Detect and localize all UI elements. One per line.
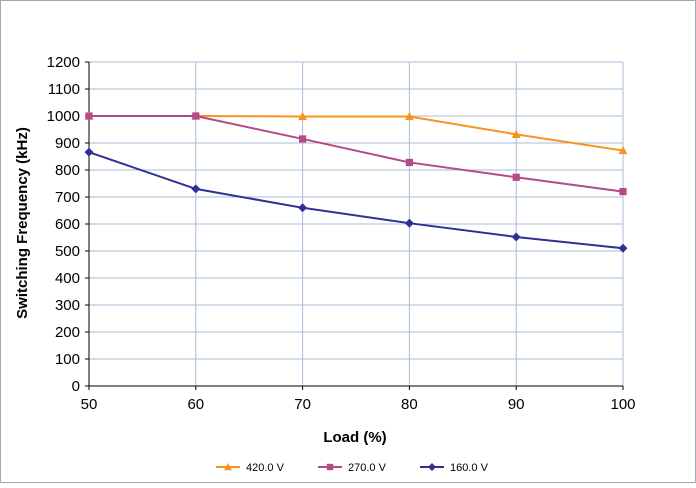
y-tick-label: 200 (55, 324, 80, 341)
y-tick-label: 700 (55, 189, 80, 206)
gridlines (89, 61, 624, 386)
y-tick-label: 0 (72, 378, 80, 395)
data-point (618, 146, 628, 155)
x-tick-label: 100 (610, 396, 635, 413)
legend: 420.0 V 270.0 V 160.0 V (216, 462, 489, 474)
y-tick-label: 1100 (48, 81, 80, 98)
x-axis-title: Load (%) (323, 429, 386, 446)
legend-marker (428, 463, 436, 471)
series-lines (84, 111, 628, 253)
data-point (512, 173, 520, 181)
series-line (88, 151, 624, 250)
x-tick-label: 50 (81, 396, 98, 413)
data-point (299, 135, 307, 143)
legend-marker (326, 463, 334, 471)
y-axis-title: Switching Frequency (kHz) (14, 127, 31, 319)
legend-label: 420.0 V (246, 462, 285, 474)
legend-label: 270.0 V (348, 462, 387, 474)
y-tick-label: 1200 (47, 54, 80, 71)
y-tick-label: 100 (55, 351, 80, 368)
data-point (619, 188, 627, 196)
data-point (511, 129, 521, 138)
y-tick-label: 900 (55, 135, 80, 152)
y-tick-label: 800 (55, 162, 80, 179)
data-point (511, 232, 521, 242)
x-tick-label: 80 (401, 396, 418, 413)
y-tick-label: 500 (55, 243, 80, 260)
y-tick-label: 1000 (47, 108, 80, 125)
data-point (298, 203, 308, 213)
data-point (85, 112, 93, 120)
data-point (192, 112, 200, 120)
axes: 0 100 200 300 400 500 600 700 800 900 1000 1100 1200… (47, 54, 636, 413)
x-tick-label: 90 (508, 396, 525, 413)
legend-marker (224, 463, 232, 471)
data-point (191, 184, 201, 194)
data-point (405, 158, 413, 167)
x-tick-label: 60 (187, 396, 204, 413)
data-point (618, 243, 628, 253)
x-tick-label: 70 (294, 396, 311, 413)
series-line (89, 115, 624, 193)
data-point (404, 218, 414, 228)
y-tick-label: 600 (55, 216, 80, 233)
data-point (298, 112, 308, 121)
data-point (404, 112, 414, 121)
legend-label: 160.0 V (450, 462, 489, 474)
y-tick-label: 400 (55, 270, 80, 287)
y-tick-label: 300 (55, 297, 80, 314)
data-point (84, 147, 94, 157)
